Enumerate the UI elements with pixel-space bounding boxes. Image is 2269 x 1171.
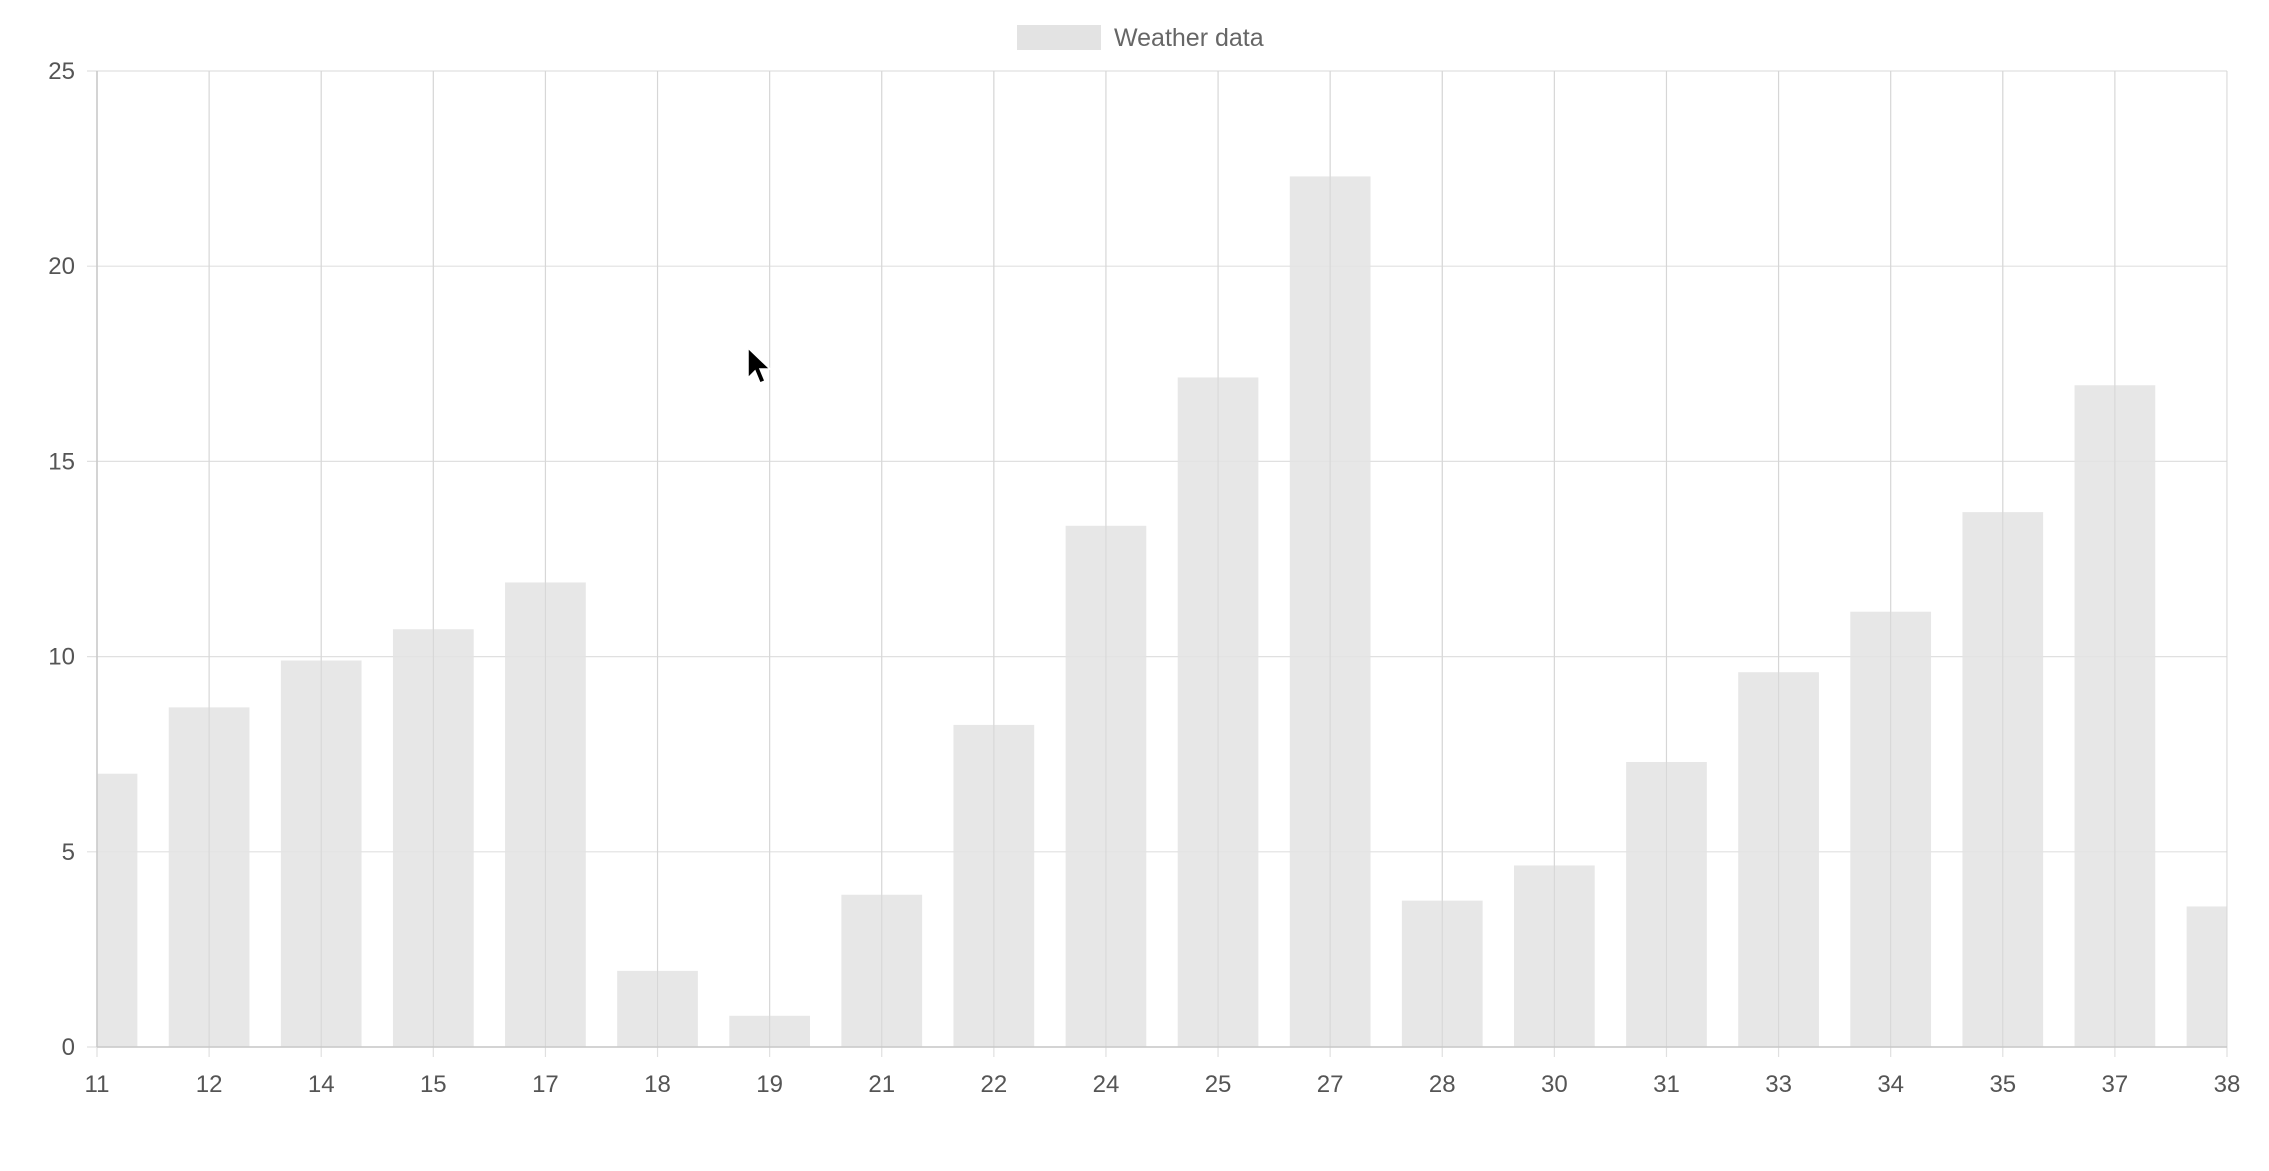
legend-swatch[interactable] (1017, 25, 1101, 50)
bar[interactable] (2186, 906, 2268, 1047)
x-tick-label: 19 (756, 1071, 783, 1098)
legend[interactable]: Weather data (1017, 24, 1264, 52)
x-tick-label: 31 (1653, 1071, 1680, 1098)
x-tick-label: 34 (1877, 1071, 1904, 1098)
y-tick-label: 20 (48, 253, 75, 280)
y-tick-label: 0 (62, 1034, 75, 1061)
x-tick-label: 27 (1317, 1071, 1344, 1098)
x-tick-label: 37 (2102, 1071, 2129, 1098)
x-tick-label: 25 (1205, 1071, 1232, 1098)
mouse-cursor-icon (747, 346, 772, 384)
bar-series (57, 71, 2268, 1047)
x-tick-label: 38 (2214, 1071, 2241, 1098)
bars (57, 71, 2268, 1047)
x-tick-label: 17 (532, 1071, 559, 1098)
x-tick-label: 21 (868, 1071, 895, 1098)
bar[interactable] (57, 773, 138, 1047)
x-tick-label: 12 (196, 1071, 223, 1098)
x-tick-label: 33 (1765, 1071, 1792, 1098)
legend-label[interactable]: Weather data (1114, 24, 1264, 52)
x-tick-label: 30 (1541, 1071, 1568, 1098)
x-tick-label: 18 (644, 1071, 671, 1098)
axes: 0 5 10 15 20 25 11 12 14 15 17 18 19 21 22 24 25 27 28 30 31… (48, 58, 2240, 1098)
x-tick-label: 14 (308, 1071, 335, 1098)
y-tick-label: 10 (48, 644, 75, 671)
x-tick-label: 22 (980, 1071, 1007, 1098)
x-tick-label: 11 (85, 1071, 110, 1098)
y-tick-label: 25 (48, 58, 75, 85)
x-tick-label: 24 (1093, 1071, 1120, 1098)
x-tick-label: 28 (1429, 1071, 1456, 1098)
x-tick-label: 15 (420, 1071, 447, 1098)
y-tick-label: 5 (62, 839, 75, 866)
x-tick-label: 35 (1989, 1071, 2016, 1098)
y-tick-label: 15 (48, 448, 75, 475)
